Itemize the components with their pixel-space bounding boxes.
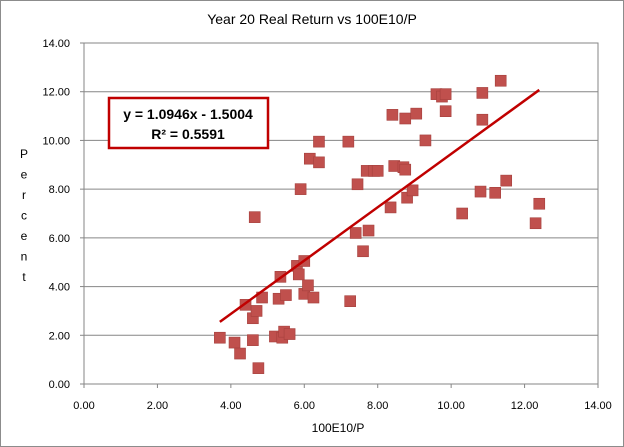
data-point (399, 112, 412, 125)
data-point (234, 347, 246, 360)
data-point (250, 305, 263, 317)
data-point (371, 165, 384, 177)
data-point (439, 88, 452, 100)
data-point (349, 227, 362, 239)
data-point (313, 135, 325, 148)
trendline-equation: y = 1.0946x - 1.5004 (123, 106, 253, 122)
x-tick-label: 0.00 (73, 400, 94, 412)
data-point (456, 207, 468, 220)
x-tick-label: 6.00 (294, 400, 315, 412)
x-tick-label: 12.00 (511, 400, 539, 412)
y-axis-title-letter: P (20, 147, 28, 161)
y-axis-title-letter: e (21, 229, 28, 243)
data-point (247, 334, 259, 346)
data-point (439, 105, 452, 117)
data-point (384, 201, 397, 214)
x-tick-label: 14.00 (584, 400, 612, 412)
trendline-equation-box: y = 1.0946x - 1.5004 R² = 0.5591 (107, 96, 270, 150)
y-tick-label: 8.00 (49, 184, 70, 196)
y-axis-title-letter: t (22, 270, 26, 284)
y-tick-label: 0.00 (49, 379, 70, 391)
data-point (292, 268, 305, 281)
data-point (399, 163, 412, 176)
data-points (214, 74, 546, 374)
data-point (351, 178, 364, 191)
data-point (248, 211, 261, 223)
x-axis-title: 100E10/P (312, 421, 365, 435)
data-point (533, 197, 546, 210)
data-point (419, 134, 432, 147)
trendline (219, 88, 540, 323)
y-tick-label: 6.00 (49, 233, 70, 245)
x-tick-label: 4.00 (220, 400, 241, 412)
x-tick-label: 8.00 (367, 400, 388, 412)
data-point (342, 135, 355, 148)
data-point (386, 109, 399, 121)
y-axis-title-letter: r (22, 188, 26, 202)
y-tick-label: 2.00 (49, 330, 70, 342)
chart-title: Year 20 Real Return vs 100E10/P (207, 11, 417, 27)
x-axis-ticks: 0.00 2.00 4.00 6.00 8.00 10.00 12.00 14.00 (73, 384, 612, 412)
y-axis-ticks: 0.00 2.00 4.00 6.00 8.00 10.00 12.00 14.00 (42, 38, 84, 391)
data-point (214, 331, 226, 344)
y-tick-label: 14.00 (42, 38, 70, 50)
data-point (410, 107, 423, 120)
data-point (252, 362, 265, 374)
data-point (307, 291, 320, 304)
data-point (280, 289, 292, 301)
data-point (500, 174, 513, 187)
data-point (228, 336, 241, 349)
data-point (476, 87, 489, 99)
y-tick-label: 12.00 (42, 87, 70, 99)
y-axis-title-letter: c (21, 209, 27, 223)
data-point (313, 156, 325, 169)
data-point (489, 186, 502, 199)
data-point (476, 113, 489, 126)
data-point (529, 217, 542, 230)
data-point (357, 245, 369, 258)
data-point (344, 295, 356, 307)
x-tick-label: 2.00 (147, 400, 168, 412)
y-axis-title-letter: e (21, 168, 28, 182)
data-point (362, 224, 375, 237)
y-axis-title-letter: n (21, 250, 28, 264)
data-point (294, 183, 307, 195)
plot-area (83, 42, 599, 385)
data-point (239, 299, 252, 311)
data-point (302, 279, 314, 292)
data-point (283, 328, 296, 340)
data-point (494, 74, 507, 87)
trendline-r-squared: R² = 0.5591 (151, 126, 225, 142)
y-tick-label: 10.00 (42, 135, 70, 147)
data-point (474, 185, 487, 198)
data-point (406, 184, 419, 197)
y-tick-label: 4.00 (49, 282, 70, 294)
x-tick-label: 10.00 (437, 400, 465, 412)
